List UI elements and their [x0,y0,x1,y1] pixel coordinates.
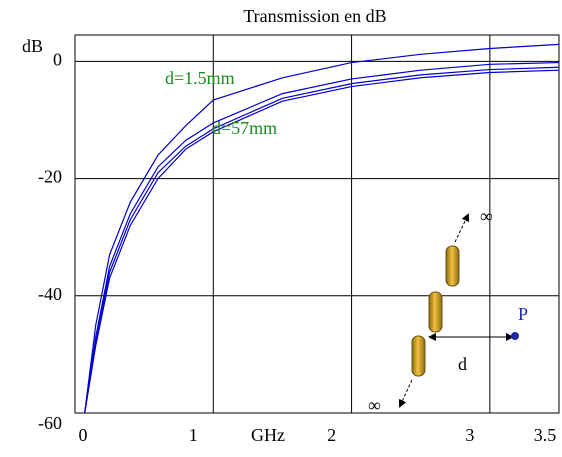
chart-title: Transmission en dB [243,6,386,26]
inset-label: P [518,304,528,324]
lines [84,43,559,413]
grid [74,34,560,414]
series-line [84,43,559,413]
inset-label: ∞ [368,395,381,415]
y-axis-label: dB [22,36,43,56]
y-tick-label: 0 [53,49,62,69]
inset-label: ∞ [480,206,493,226]
annotation: d=1.5mm [165,68,235,88]
x-tick-label: 1 [189,425,198,445]
y-tick-label: -40 [38,284,62,304]
inset-diagram: ∞ ∞ d P [368,206,528,415]
series-line [84,69,559,413]
arrow [454,213,470,243]
arrow [398,379,413,408]
y-tick-label: -20 [38,167,62,187]
x-tick-label: 3.5 [534,425,557,445]
series-line [84,66,559,413]
cylinder [445,245,460,287]
x-tick-label: 2 [327,425,336,445]
annotation: d=57mm [212,118,277,138]
point-p [511,332,519,340]
x-axis-label: GHz [251,425,285,445]
cylinder [411,335,426,377]
cylinder [428,291,443,333]
inset-label: d [458,354,467,374]
y-tick-label: -60 [38,413,62,433]
x-tick-label: 3 [465,425,474,445]
x-tick-label: 0 [79,425,88,445]
series-line [84,61,559,413]
